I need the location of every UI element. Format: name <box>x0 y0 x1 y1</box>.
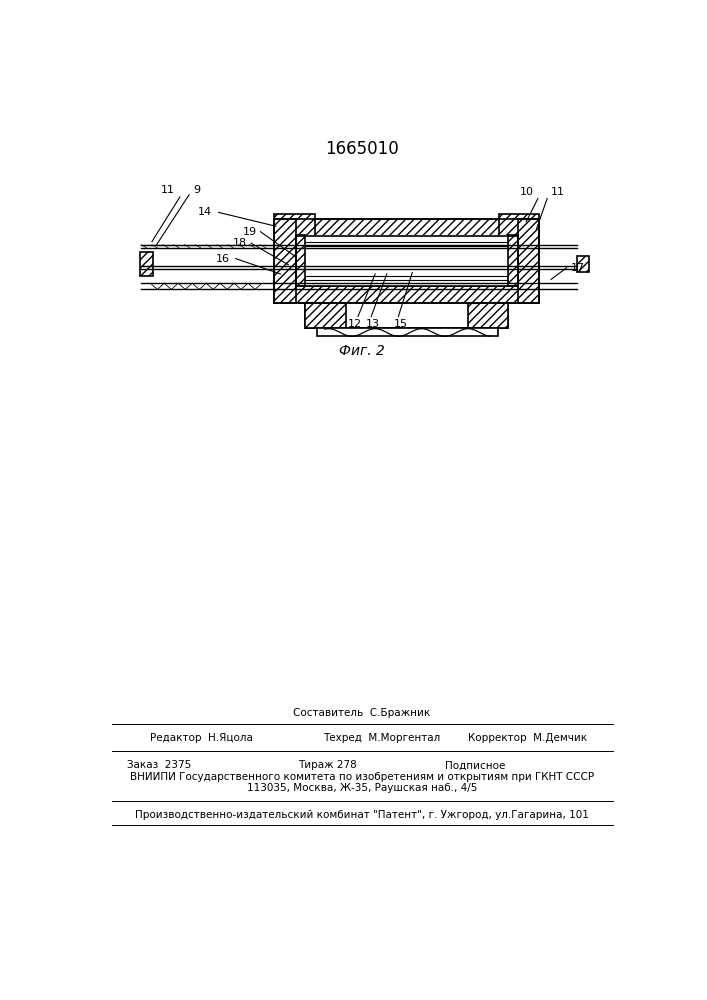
Text: 14: 14 <box>198 207 212 217</box>
Bar <box>518 219 539 303</box>
Text: 15: 15 <box>394 319 408 329</box>
Bar <box>296 235 305 286</box>
Bar <box>139 252 153 276</box>
Bar <box>274 214 315 235</box>
Bar <box>274 219 296 303</box>
Text: 1665010: 1665010 <box>325 140 399 158</box>
Text: 10: 10 <box>520 187 534 197</box>
Text: Корректор  М.Демчик: Корректор М.Демчик <box>468 733 588 743</box>
Text: 11: 11 <box>551 187 565 197</box>
Text: Производственно-издательский комбинат "Патент", г. Ужгород, ул.Гагарина, 101: Производственно-издательский комбинат "П… <box>135 810 589 820</box>
Bar <box>274 219 539 235</box>
Bar <box>274 286 539 303</box>
Text: 16: 16 <box>216 254 230 264</box>
Text: 13: 13 <box>366 319 380 329</box>
Text: 17: 17 <box>571 263 585 273</box>
Bar <box>305 303 346 328</box>
Text: 113035, Москва, Ж-35, Раушская наб., 4/5: 113035, Москва, Ж-35, Раушская наб., 4/5 <box>247 783 477 793</box>
Text: 19: 19 <box>243 227 257 237</box>
Text: 9: 9 <box>193 185 200 195</box>
Text: 18: 18 <box>233 238 247 248</box>
Text: Тираж 278: Тираж 278 <box>298 760 356 770</box>
Text: 11: 11 <box>161 185 175 195</box>
Text: 12: 12 <box>348 319 362 329</box>
Bar <box>577 256 589 272</box>
Bar <box>317 328 498 336</box>
Text: Редактор  Н.Яцола: Редактор Н.Яцола <box>151 733 253 743</box>
Bar <box>499 214 539 235</box>
Text: Техред  М.Моргентал: Техред М.Моргентал <box>323 733 440 743</box>
Text: Составитель  С.Бражник: Составитель С.Бражник <box>293 708 431 718</box>
Text: ВНИИПИ Государственного комитета по изобретениям и открытиям при ГКНТ СССР: ВНИИПИ Государственного комитета по изоб… <box>130 772 594 782</box>
Text: Заказ  2375: Заказ 2375 <box>127 760 192 770</box>
Text: Фиг. 2: Фиг. 2 <box>339 344 385 358</box>
Bar <box>296 235 518 286</box>
Bar <box>305 303 508 328</box>
Bar <box>468 303 508 328</box>
Text: Подписное: Подписное <box>445 760 506 770</box>
Bar <box>508 235 518 286</box>
